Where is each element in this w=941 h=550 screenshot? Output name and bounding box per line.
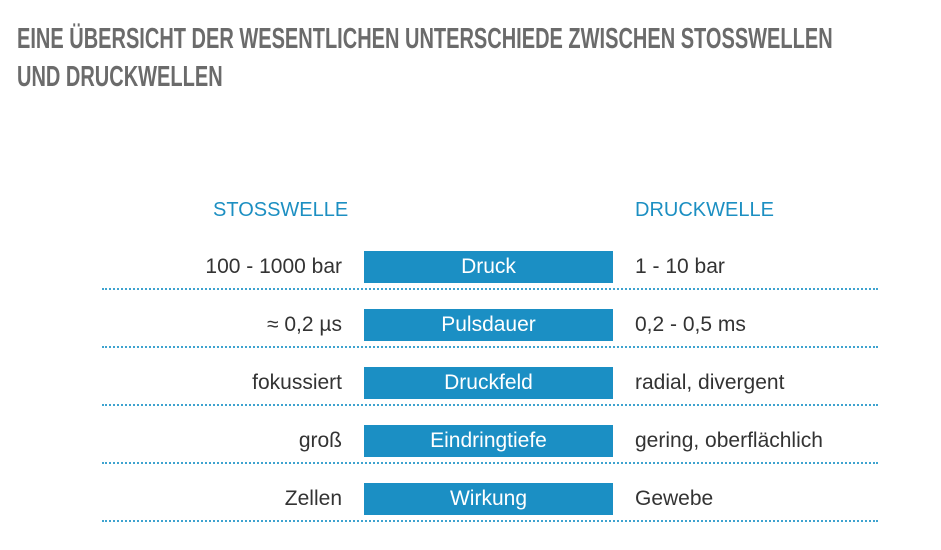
title-line: UND DRUCKWELLEN bbox=[17, 61, 223, 93]
row-divider bbox=[102, 520, 878, 522]
parameter-label: Eindringtiefe bbox=[364, 425, 613, 457]
row-divider bbox=[102, 462, 878, 464]
row-divider bbox=[102, 404, 878, 406]
pressurewave-value: 1 - 10 bar bbox=[635, 255, 725, 278]
shockwave-value: fokussiert bbox=[252, 371, 342, 394]
row-divider bbox=[102, 288, 878, 290]
pressurewave-value: gering, oberflächlich bbox=[635, 429, 823, 452]
pressurewave-value: Gewebe bbox=[635, 487, 714, 510]
pressurewave-value: 0,2 - 0,5 ms bbox=[635, 313, 746, 336]
parameter-label: Wirkung bbox=[364, 483, 613, 515]
shockwave-value: ≈ 0,2 µs bbox=[267, 313, 342, 336]
shockwave-value: 100 - 1000 bar bbox=[205, 255, 342, 278]
parameter-label: Pulsdauer bbox=[364, 309, 613, 341]
shockwave-value: groß bbox=[298, 429, 342, 452]
parameter-label: Druckfeld bbox=[364, 367, 613, 399]
pressurewave-value: radial, divergent bbox=[635, 371, 785, 394]
parameter-label: Druck bbox=[364, 251, 613, 283]
row-divider bbox=[102, 346, 878, 348]
title-line: EINE ÜBERSICHT DER WESENTLICHEN UNTERSCH… bbox=[17, 23, 833, 55]
column-header: DRUCKWELLE bbox=[635, 199, 774, 221]
column-header: STOSSWELLE bbox=[213, 199, 349, 221]
shockwave-value: Zellen bbox=[284, 487, 342, 510]
